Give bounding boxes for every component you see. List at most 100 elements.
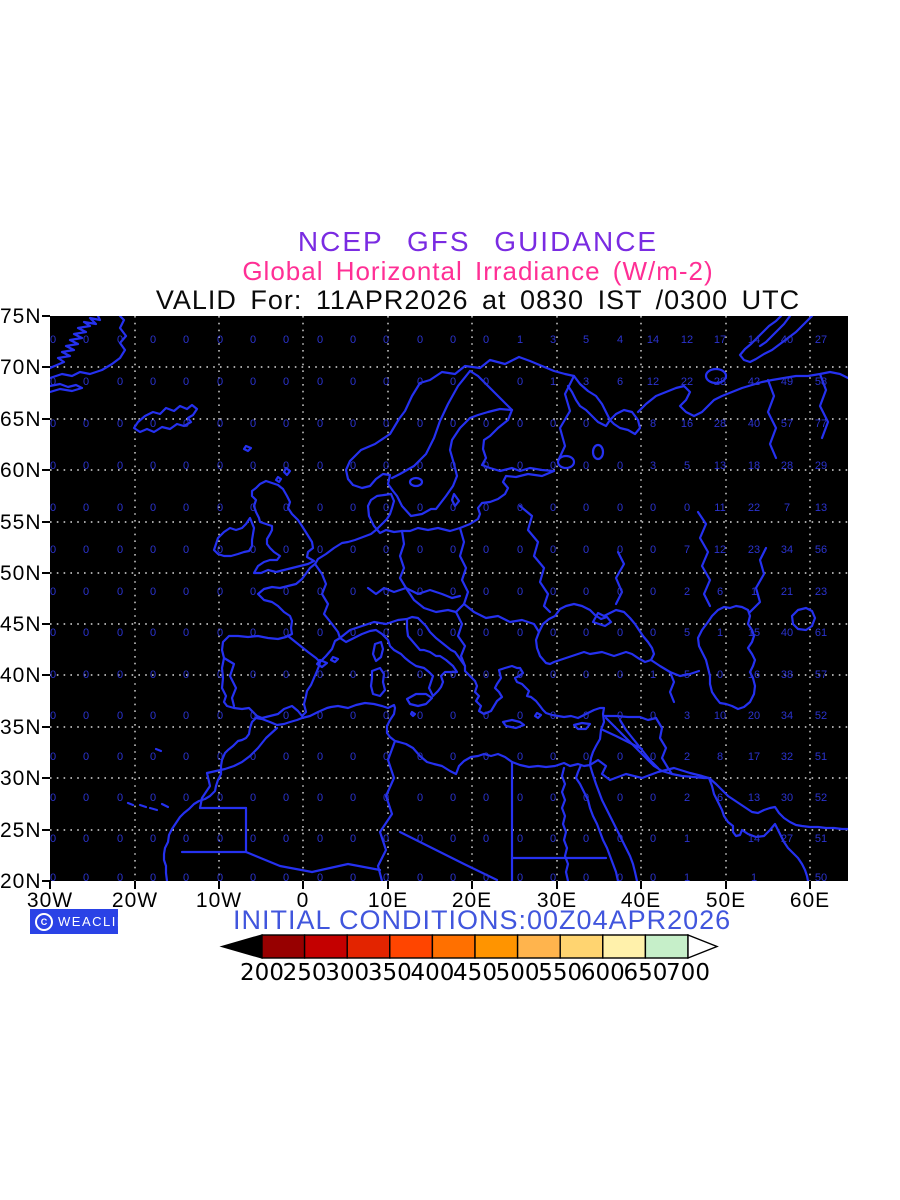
grid-value: 0	[340, 669, 366, 682]
grid-value: 0	[207, 376, 233, 389]
grid-value: 0	[107, 376, 133, 389]
grid-value: 0	[240, 669, 266, 682]
grid-value: 0	[473, 502, 499, 515]
grid-value: 0	[340, 418, 366, 431]
grid-value: 0	[173, 418, 199, 431]
grid-value: 13	[741, 792, 767, 805]
grid-value: 0	[273, 460, 299, 473]
grid-value: 22	[741, 502, 767, 515]
grid-value: 0	[50, 792, 66, 805]
grid-value: 8	[707, 751, 733, 764]
grid-value: 5	[674, 460, 700, 473]
grid-value: 6	[707, 586, 733, 599]
grid-value: 0	[207, 502, 233, 515]
grid-value: 0	[407, 833, 433, 846]
grid-value: 0	[73, 376, 99, 389]
grid-value: 0	[173, 751, 199, 764]
grid-value: 0	[473, 669, 499, 682]
grid-value: 0	[207, 833, 233, 846]
grid-value: 0	[340, 872, 366, 881]
grid-value: 0	[107, 669, 133, 682]
grid-value: 0	[473, 710, 499, 723]
grid-value: 0	[507, 460, 533, 473]
grid-value: 52	[808, 792, 834, 805]
grid-value: 28	[707, 376, 733, 389]
lat-tick-label: 70N	[0, 356, 38, 380]
grid-value: 0	[540, 669, 566, 682]
grid-value: 1	[507, 334, 533, 347]
grid-value: 0	[407, 669, 433, 682]
grid-value: 0	[473, 627, 499, 640]
lon-tick-mark	[134, 881, 136, 889]
grid-value: 0	[50, 544, 66, 557]
grid-value: 0	[173, 792, 199, 805]
colorbar-segment	[347, 935, 390, 958]
grid-value: 0	[273, 751, 299, 764]
grid-value: 29	[808, 460, 834, 473]
grid-value: 0	[240, 792, 266, 805]
grid-value: 0	[73, 751, 99, 764]
lat-tick-mark	[42, 623, 50, 625]
colorbar-segment	[645, 935, 688, 958]
grid-value: 0	[640, 502, 666, 515]
grid-value: 0	[307, 334, 333, 347]
grid-value: 34	[774, 544, 800, 557]
grid-value: 0	[140, 792, 166, 805]
grid-value: 0	[207, 544, 233, 557]
grid-value: 0	[607, 586, 633, 599]
grid-value: 1	[674, 833, 700, 846]
grid-value: 0	[173, 502, 199, 515]
grid-value: 17	[707, 334, 733, 347]
grid-value: 22	[674, 376, 700, 389]
caspian-sea-coast	[698, 606, 755, 709]
grid-value: 0	[540, 502, 566, 515]
grid-value: 0	[440, 544, 466, 557]
grid-value: 0	[240, 586, 266, 599]
grid-value: 77	[808, 418, 834, 431]
grid-value: 0	[73, 586, 99, 599]
grid-value: 0	[440, 669, 466, 682]
lon-tick-mark	[49, 881, 51, 889]
grid-value: 0	[207, 586, 233, 599]
grid-value: 0	[440, 334, 466, 347]
grid-value: 0	[50, 418, 66, 431]
lat-tick-label: 55N	[0, 511, 38, 535]
grid-value: 0	[540, 833, 566, 846]
grid-value: 7	[774, 502, 800, 515]
lat-tick-mark	[42, 315, 50, 317]
grid-value: 0	[50, 334, 66, 347]
grid-value: 0	[507, 792, 533, 805]
grid-value: 0	[507, 586, 533, 599]
grid-value: 0	[307, 586, 333, 599]
grid-value: 0	[207, 669, 233, 682]
grid-value: 0	[507, 710, 533, 723]
grid-value: 0	[307, 792, 333, 805]
grid-value: 0	[140, 710, 166, 723]
grid-value: 0	[607, 833, 633, 846]
grid-value: 0	[240, 751, 266, 764]
grid-value: 0	[440, 586, 466, 599]
grid-value: 0	[340, 376, 366, 389]
grid-value: 0	[240, 833, 266, 846]
grid-value: 0	[240, 710, 266, 723]
grid-value: 0	[407, 710, 433, 723]
lon-tick-mark	[218, 881, 220, 889]
grid-value: 0	[107, 833, 133, 846]
grid-value: 0	[640, 627, 666, 640]
grid-value: 1	[674, 872, 700, 881]
grid-value: 0	[473, 833, 499, 846]
grid-value: 0	[540, 627, 566, 640]
grid-value: 0	[307, 627, 333, 640]
grid-value: 7	[674, 544, 700, 557]
grid-value: 0	[473, 544, 499, 557]
britain-coast	[252, 481, 314, 573]
grid-value: 11	[707, 502, 733, 515]
grid-value: 0	[640, 751, 666, 764]
grid-value: 0	[573, 792, 599, 805]
grid-value: 0	[440, 418, 466, 431]
grid-value: 0	[607, 792, 633, 805]
grid-value: 13	[707, 460, 733, 473]
grid-value: 0	[373, 586, 399, 599]
grid-value: 0	[173, 334, 199, 347]
grid-value: 12	[640, 376, 666, 389]
